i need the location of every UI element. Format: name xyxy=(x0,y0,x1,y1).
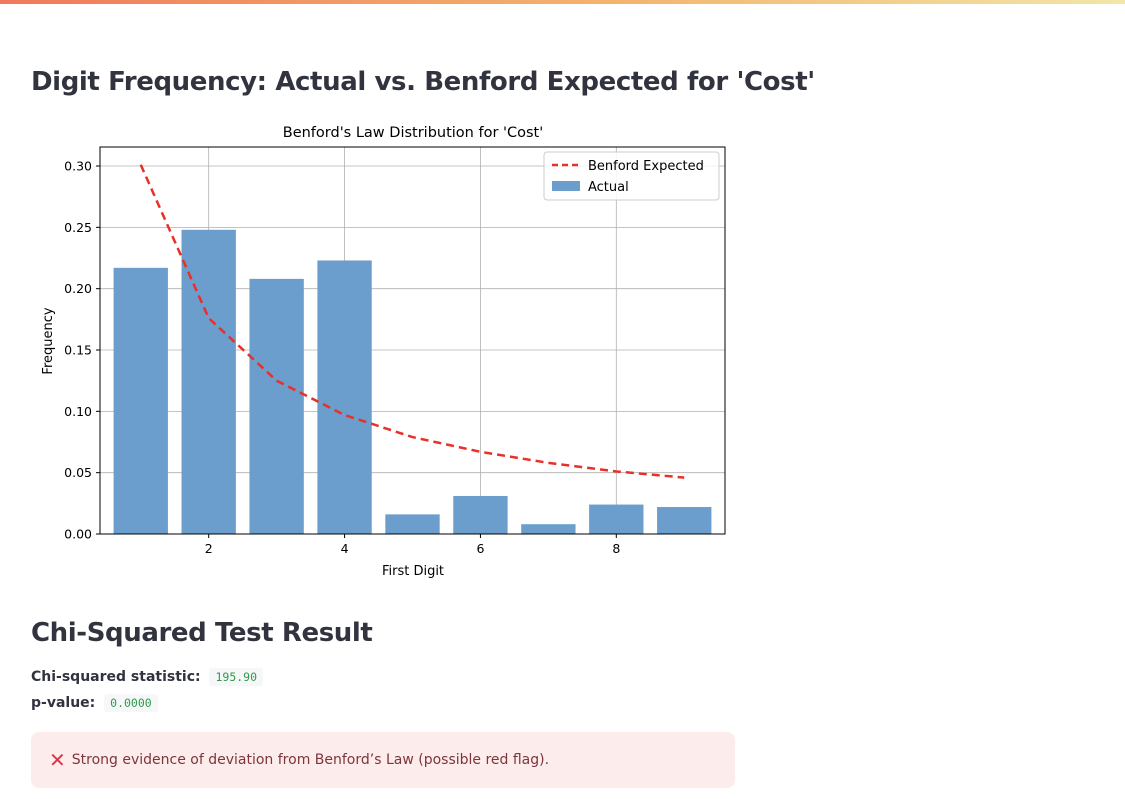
legend-swatch-actual xyxy=(552,181,580,191)
y-tick-label: 0.00 xyxy=(64,527,92,542)
x-tick-label: 2 xyxy=(205,541,213,556)
y-tick-label: 0.10 xyxy=(64,404,92,419)
y-tick-label: 0.15 xyxy=(64,343,92,358)
x-tick-label: 4 xyxy=(341,541,349,556)
y-tick-label: 0.25 xyxy=(64,220,92,235)
y-tick-label: 0.20 xyxy=(64,281,92,296)
x-tick-label: 8 xyxy=(612,541,620,556)
bar-actual-digit-2 xyxy=(181,229,236,534)
legend-box xyxy=(543,151,720,201)
plot-frame xyxy=(99,146,726,535)
top-decoration-bar xyxy=(0,0,1125,4)
x-ticks: 2 4 6 8 xyxy=(205,534,620,556)
p-value-row: p-value: 0.0000 xyxy=(31,694,158,712)
bar-actual-digit-5 xyxy=(385,514,440,534)
chart-legend: Benford Expected Actual xyxy=(543,151,720,201)
y-axis-label: Frequency xyxy=(41,307,56,374)
chart-title: Benford's Law Distribution for 'Cost' xyxy=(283,125,543,141)
legend-label-benford: Benford Expected xyxy=(588,159,704,174)
benford-expected-line xyxy=(139,164,685,479)
bar-actual-digit-9 xyxy=(657,507,712,534)
bars-actual xyxy=(113,229,712,534)
benford-chart: Benford's Law Distribution for 'Cost' 2 4… xyxy=(31,112,741,587)
bar-actual-digit-3 xyxy=(249,278,304,534)
bar-actual-digit-4 xyxy=(317,260,372,534)
y-tick-label: 0.05 xyxy=(64,465,92,480)
chi-statistic-value: 195.90 xyxy=(209,668,264,686)
bar-actual-digit-1 xyxy=(113,267,168,534)
bar-actual-digit-6 xyxy=(453,495,508,534)
chart-svg: Benford's Law Distribution for 'Cost' 2 4… xyxy=(41,125,726,579)
alert-message: Strong evidence of deviation from Benfor… xyxy=(71,752,550,768)
legend-label-actual: Actual xyxy=(588,180,629,195)
y-ticks: 0.00 0.05 0.10 0.15 0.20 0.25 0.30 xyxy=(64,159,100,542)
error-alert: ✕ Strong evidence of deviation from Benf… xyxy=(31,732,735,788)
x-icon: ✕ xyxy=(49,748,66,772)
bar-actual-digit-8 xyxy=(589,504,644,534)
x-tick-label: 6 xyxy=(476,541,484,556)
y-tick-label: 0.30 xyxy=(64,159,92,174)
chi-squared-section-title: Chi-Squared Test Result xyxy=(31,618,373,648)
p-value-label: p-value: xyxy=(31,695,96,711)
chi-statistic-label: Chi-squared statistic: xyxy=(31,669,201,685)
benford-line-layer xyxy=(139,164,685,479)
chi-statistic-row: Chi-squared statistic: 195.90 xyxy=(31,668,264,686)
bar-actual-digit-7 xyxy=(521,524,576,534)
page-title: Digit Frequency: Actual vs. Benford Expe… xyxy=(31,67,815,97)
x-axis-label: First Digit xyxy=(382,564,444,579)
p-value-value: 0.0000 xyxy=(104,694,158,712)
